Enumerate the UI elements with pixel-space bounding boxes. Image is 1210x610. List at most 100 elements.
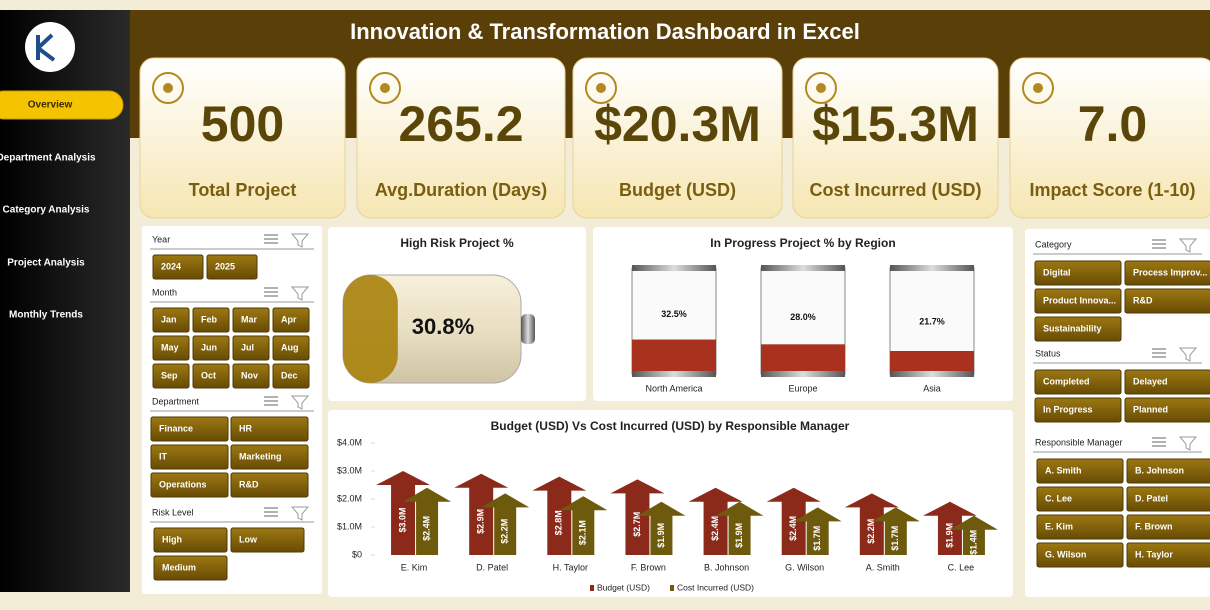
kpi-label: Avg.Duration (Days) <box>375 180 547 200</box>
slicer-button[interactable] <box>1034 316 1122 342</box>
slicer-item: Product Innova... <box>1043 295 1116 305</box>
category-label: B. Johnson <box>704 562 749 572</box>
slicer-button[interactable] <box>1126 458 1210 484</box>
slicer-button[interactable] <box>192 335 230 361</box>
slicer-button[interactable] <box>1126 486 1210 512</box>
nav-item[interactable]: Monthly Trends <box>9 310 83 321</box>
clear-filter-icon[interactable] <box>1178 238 1198 253</box>
clear-filter-icon[interactable] <box>290 395 310 410</box>
slicer-button[interactable] <box>150 416 229 442</box>
slicer-item: 2025 <box>215 261 235 271</box>
slicer-button[interactable] <box>230 527 305 553</box>
slicer-button[interactable] <box>272 307 310 333</box>
data-label: $2.2M <box>500 519 510 544</box>
slicer-button[interactable] <box>1124 397 1210 423</box>
slicer-item: Finance <box>159 423 193 433</box>
slicer-button[interactable] <box>230 416 309 442</box>
clear-filter-icon[interactable] <box>1178 347 1198 362</box>
slicer-button[interactable] <box>1034 288 1122 314</box>
data-label: $2.2M <box>866 519 876 544</box>
slicer-item: High <box>162 534 182 544</box>
slicer-button[interactable] <box>153 555 228 581</box>
kpi-value: $20.3M <box>594 96 761 152</box>
tube-fill <box>761 344 845 374</box>
data-label: $2.4M <box>710 516 720 541</box>
slicer-button[interactable] <box>1124 369 1210 395</box>
slicer-button[interactable] <box>192 363 230 389</box>
slicer-button[interactable] <box>1124 288 1210 314</box>
slicer-item: Jun <box>201 342 217 352</box>
slicer-button[interactable] <box>230 472 309 498</box>
slicer-button[interactable] <box>1034 260 1122 286</box>
slicer-button[interactable] <box>230 444 309 470</box>
slicer-button[interactable] <box>152 307 190 333</box>
slicer-item: 2024 <box>161 261 181 271</box>
slicer-button[interactable] <box>1036 514 1124 540</box>
arrow-bar <box>922 501 977 555</box>
clear-filter-icon[interactable] <box>290 233 310 248</box>
data-label: 21.7% <box>919 316 945 326</box>
slicer-item: Sustainability <box>1043 323 1102 333</box>
slicer-item: E. Kim <box>1045 521 1073 531</box>
data-label: $2.8M <box>554 510 564 535</box>
slicer-button[interactable] <box>1034 369 1122 395</box>
tube-cap <box>890 265 974 271</box>
slicer-button[interactable] <box>1126 514 1210 540</box>
slicer-button[interactable] <box>1126 542 1210 568</box>
kpi-icon <box>1033 83 1043 93</box>
kpi-card <box>792 57 999 219</box>
slicer-button[interactable] <box>232 307 270 333</box>
clear-filter-icon[interactable] <box>1178 436 1198 451</box>
legend-label: Cost Incurred (USD) <box>677 582 754 592</box>
slicer-button[interactable] <box>232 335 270 361</box>
arrow-bar <box>715 501 764 555</box>
y-tick-label: $4.0M <box>337 437 362 447</box>
slicer-button[interactable] <box>1124 260 1210 286</box>
slicer-button[interactable] <box>150 472 229 498</box>
kpi-label: Budget (USD) <box>619 180 736 200</box>
slicer-item: H. Taylor <box>1135 549 1173 559</box>
slicer-button[interactable] <box>272 335 310 361</box>
nav-item[interactable]: Project Analysis <box>7 258 85 269</box>
kpi-icon <box>805 72 837 104</box>
kpi-icon <box>380 83 390 93</box>
slicer-item: Operations <box>159 479 207 489</box>
slicer-button[interactable] <box>1034 397 1122 423</box>
slicer-button[interactable] <box>192 307 230 333</box>
slicer-item: Low <box>239 534 258 544</box>
kpi-icon <box>152 72 184 104</box>
slicer-button[interactable] <box>152 363 190 389</box>
slicer-button[interactable] <box>206 254 258 280</box>
data-label: $1.9M <box>944 523 954 548</box>
tube-cap <box>890 371 974 377</box>
clear-filter-icon[interactable] <box>290 286 310 301</box>
slicer-button[interactable] <box>152 254 204 280</box>
slicer-button[interactable] <box>152 335 190 361</box>
data-label: $1.9M <box>656 523 666 548</box>
slicer-item: G. Wilson <box>1045 549 1086 559</box>
category-label: C. Lee <box>948 562 975 572</box>
nav-active <box>0 90 124 120</box>
slicer-button[interactable] <box>1036 458 1124 484</box>
slicer-item: Apr <box>281 314 297 324</box>
slicer-button[interactable] <box>1036 486 1124 512</box>
slicer-button[interactable] <box>232 363 270 389</box>
legend-label: Budget (USD) <box>597 582 650 592</box>
chart-title: High Risk Project % <box>400 236 514 250</box>
category-label: Asia <box>923 383 941 393</box>
slicer-title: Year <box>152 234 170 244</box>
slicer-button[interactable] <box>150 444 229 470</box>
slicer-button[interactable] <box>153 527 228 553</box>
slicer-button[interactable] <box>1036 542 1124 568</box>
kpi-label: Impact Score (1-10) <box>1029 180 1195 200</box>
data-label: $2.1M <box>578 520 588 545</box>
category-label: A. Smith <box>866 562 900 572</box>
slicer-button[interactable] <box>272 363 310 389</box>
nav-item[interactable]: Category Analysis <box>3 205 90 216</box>
clear-filter-icon[interactable] <box>290 506 310 521</box>
nav-item[interactable]: Overview <box>28 100 73 111</box>
arrow-bar <box>610 479 665 555</box>
nav-item[interactable]: Department Analysis <box>0 153 96 164</box>
arrow-bar <box>844 493 899 555</box>
